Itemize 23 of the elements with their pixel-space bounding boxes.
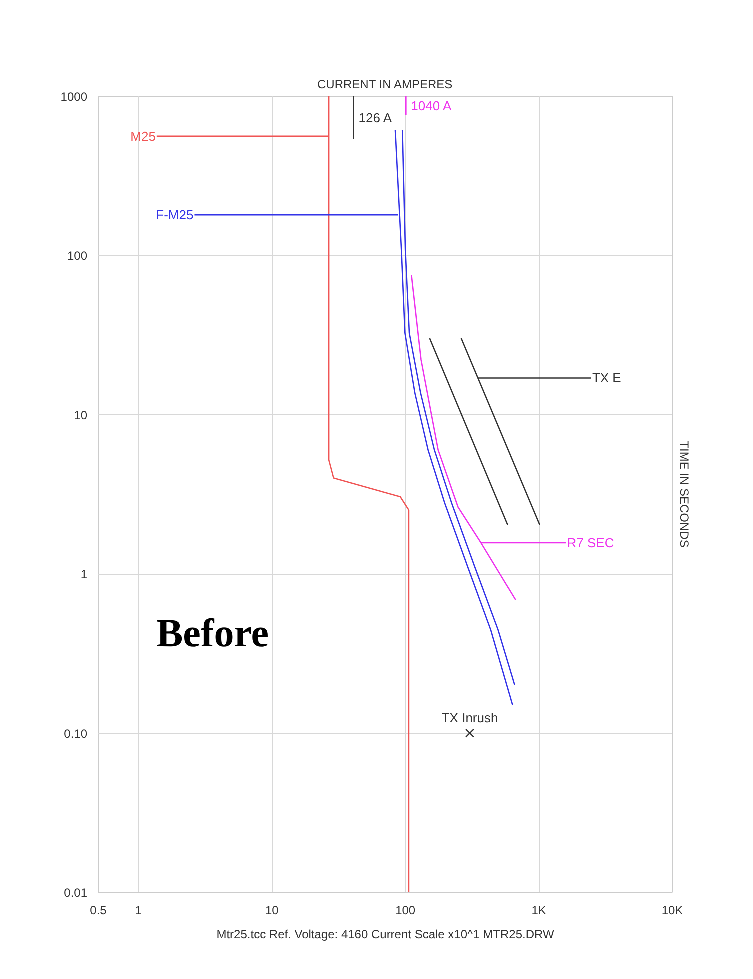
text: Mtr25.tcc Ref. Voltage: 4160 Current Scale x10^1 MTR25.DRW	[216, 928, 555, 942]
y-tick-label: 1000	[60, 90, 88, 104]
series-label: M25	[130, 128, 156, 144]
series-label: F-M25	[156, 208, 194, 223]
x-tick-label: 1	[135, 904, 142, 918]
x-tick-label: 10K	[662, 904, 684, 918]
series-label: R7 SEC	[567, 535, 614, 550]
y-tick-label: 0.01	[64, 886, 88, 900]
x-tick-label: 1K	[532, 904, 546, 918]
series-label: 1040 A	[411, 98, 452, 114]
series-label: TX E	[592, 370, 622, 386]
series-label: 126 A	[358, 110, 392, 126]
y-axis-title: TIME IN SECONDS	[678, 441, 692, 548]
x-axis-title: CURRENT IN AMPERES	[317, 78, 453, 92]
y-tick-label: 1	[80, 568, 88, 582]
y-tick-label: 100	[67, 249, 88, 264]
x-tick-label: 10	[265, 904, 280, 918]
x-tick-label: 0.5	[90, 904, 108, 918]
x-tick-label: 100	[396, 904, 416, 918]
y-tick-label: 10	[74, 408, 88, 422]
series-label: TX Inrush	[442, 710, 498, 726]
annotation: Before	[156, 610, 270, 656]
y-tick-label: 0.10	[64, 726, 88, 741]
